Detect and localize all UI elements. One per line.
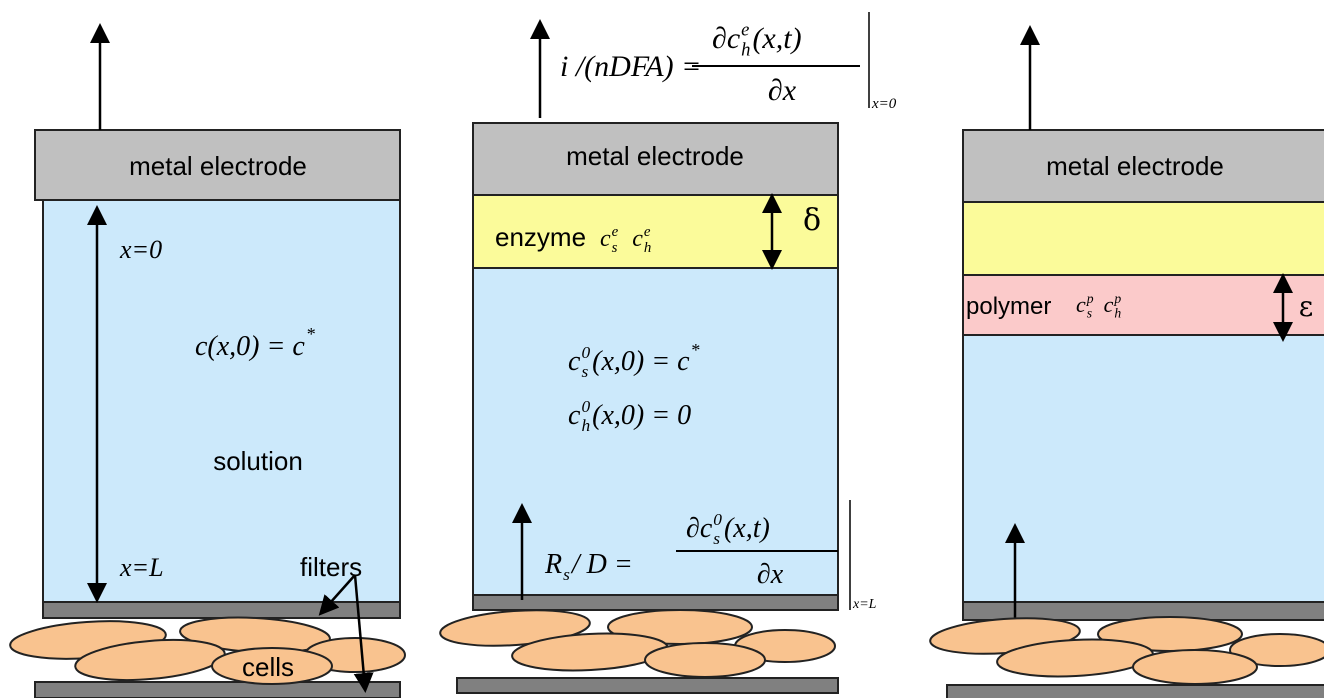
- filter: [947, 685, 1324, 698]
- math-base: ∂c: [712, 22, 740, 55]
- subscript: s: [1087, 306, 1092, 321]
- subscript: h: [581, 416, 590, 435]
- initial-condition: (x,0) = c: [592, 346, 690, 377]
- superscript: 0: [713, 510, 722, 529]
- cell: [1133, 650, 1257, 684]
- math-base: c: [1076, 292, 1086, 317]
- thickness-label: ε: [1299, 290, 1314, 323]
- superscript: e: [644, 224, 651, 240]
- superscript: p: [1086, 291, 1094, 306]
- subscript: s: [612, 240, 618, 256]
- electrode-label: metal electrode: [129, 151, 307, 181]
- position-label: x=L: [119, 553, 164, 582]
- panel-1: [9, 28, 405, 698]
- layer-label: polymer: [966, 293, 1051, 320]
- math-base: c: [568, 346, 581, 377]
- subscript: s: [563, 565, 570, 584]
- cell: [645, 643, 765, 677]
- math-base: c: [600, 226, 611, 252]
- subscript: s: [581, 362, 588, 381]
- superscript: e: [741, 19, 749, 40]
- superscript: *: [306, 324, 315, 344]
- cells-label: cells: [242, 652, 294, 682]
- thickness-label: δ: [803, 203, 821, 238]
- initial-condition: c(x,0) = c: [195, 331, 305, 362]
- math-args: (x,t): [724, 513, 770, 544]
- enzyme-layer: [963, 202, 1324, 275]
- medium-label: solution: [213, 446, 303, 476]
- flux-equation: i /(nDFA) =: [560, 50, 701, 83]
- position-label: x=0: [119, 235, 162, 264]
- superscript: p: [1113, 291, 1121, 306]
- solution-region: [473, 268, 838, 595]
- math-base: c: [1104, 292, 1114, 317]
- math-base: ∂c: [686, 513, 713, 544]
- superscript: e: [612, 224, 619, 240]
- subscript: s: [713, 529, 720, 548]
- superscript: 0: [581, 397, 590, 416]
- boundary-equation: / D =: [570, 549, 633, 580]
- filters-label: filters: [300, 552, 362, 582]
- subscript: h: [741, 40, 750, 61]
- subscript: h: [1114, 306, 1121, 321]
- filter: [35, 682, 400, 698]
- solution-region: [963, 335, 1324, 602]
- filter: [473, 595, 838, 610]
- eval-point: x=0: [871, 96, 897, 112]
- initial-condition: (x,0) = 0: [592, 400, 691, 431]
- superscript: *: [691, 340, 700, 360]
- eval-point: x=L: [852, 597, 877, 612]
- filter: [457, 678, 838, 693]
- layer-label: enzyme: [495, 222, 586, 252]
- denominator: ∂x: [768, 74, 797, 107]
- panel-3: [929, 30, 1324, 698]
- math-base: R: [544, 549, 562, 580]
- electrode-label: metal electrode: [566, 141, 744, 171]
- filter: [43, 602, 400, 618]
- diagram: metal electrodex=0c(x,0) = c*solutionx=L…: [0, 0, 1324, 698]
- math-args: (x,t): [752, 22, 801, 55]
- superscript: 0: [581, 343, 590, 362]
- math-base: c: [632, 226, 643, 252]
- subscript: h: [644, 240, 651, 256]
- electrode-label: metal electrode: [1046, 151, 1224, 181]
- denominator: ∂x: [757, 559, 784, 590]
- math-base: c: [568, 400, 581, 431]
